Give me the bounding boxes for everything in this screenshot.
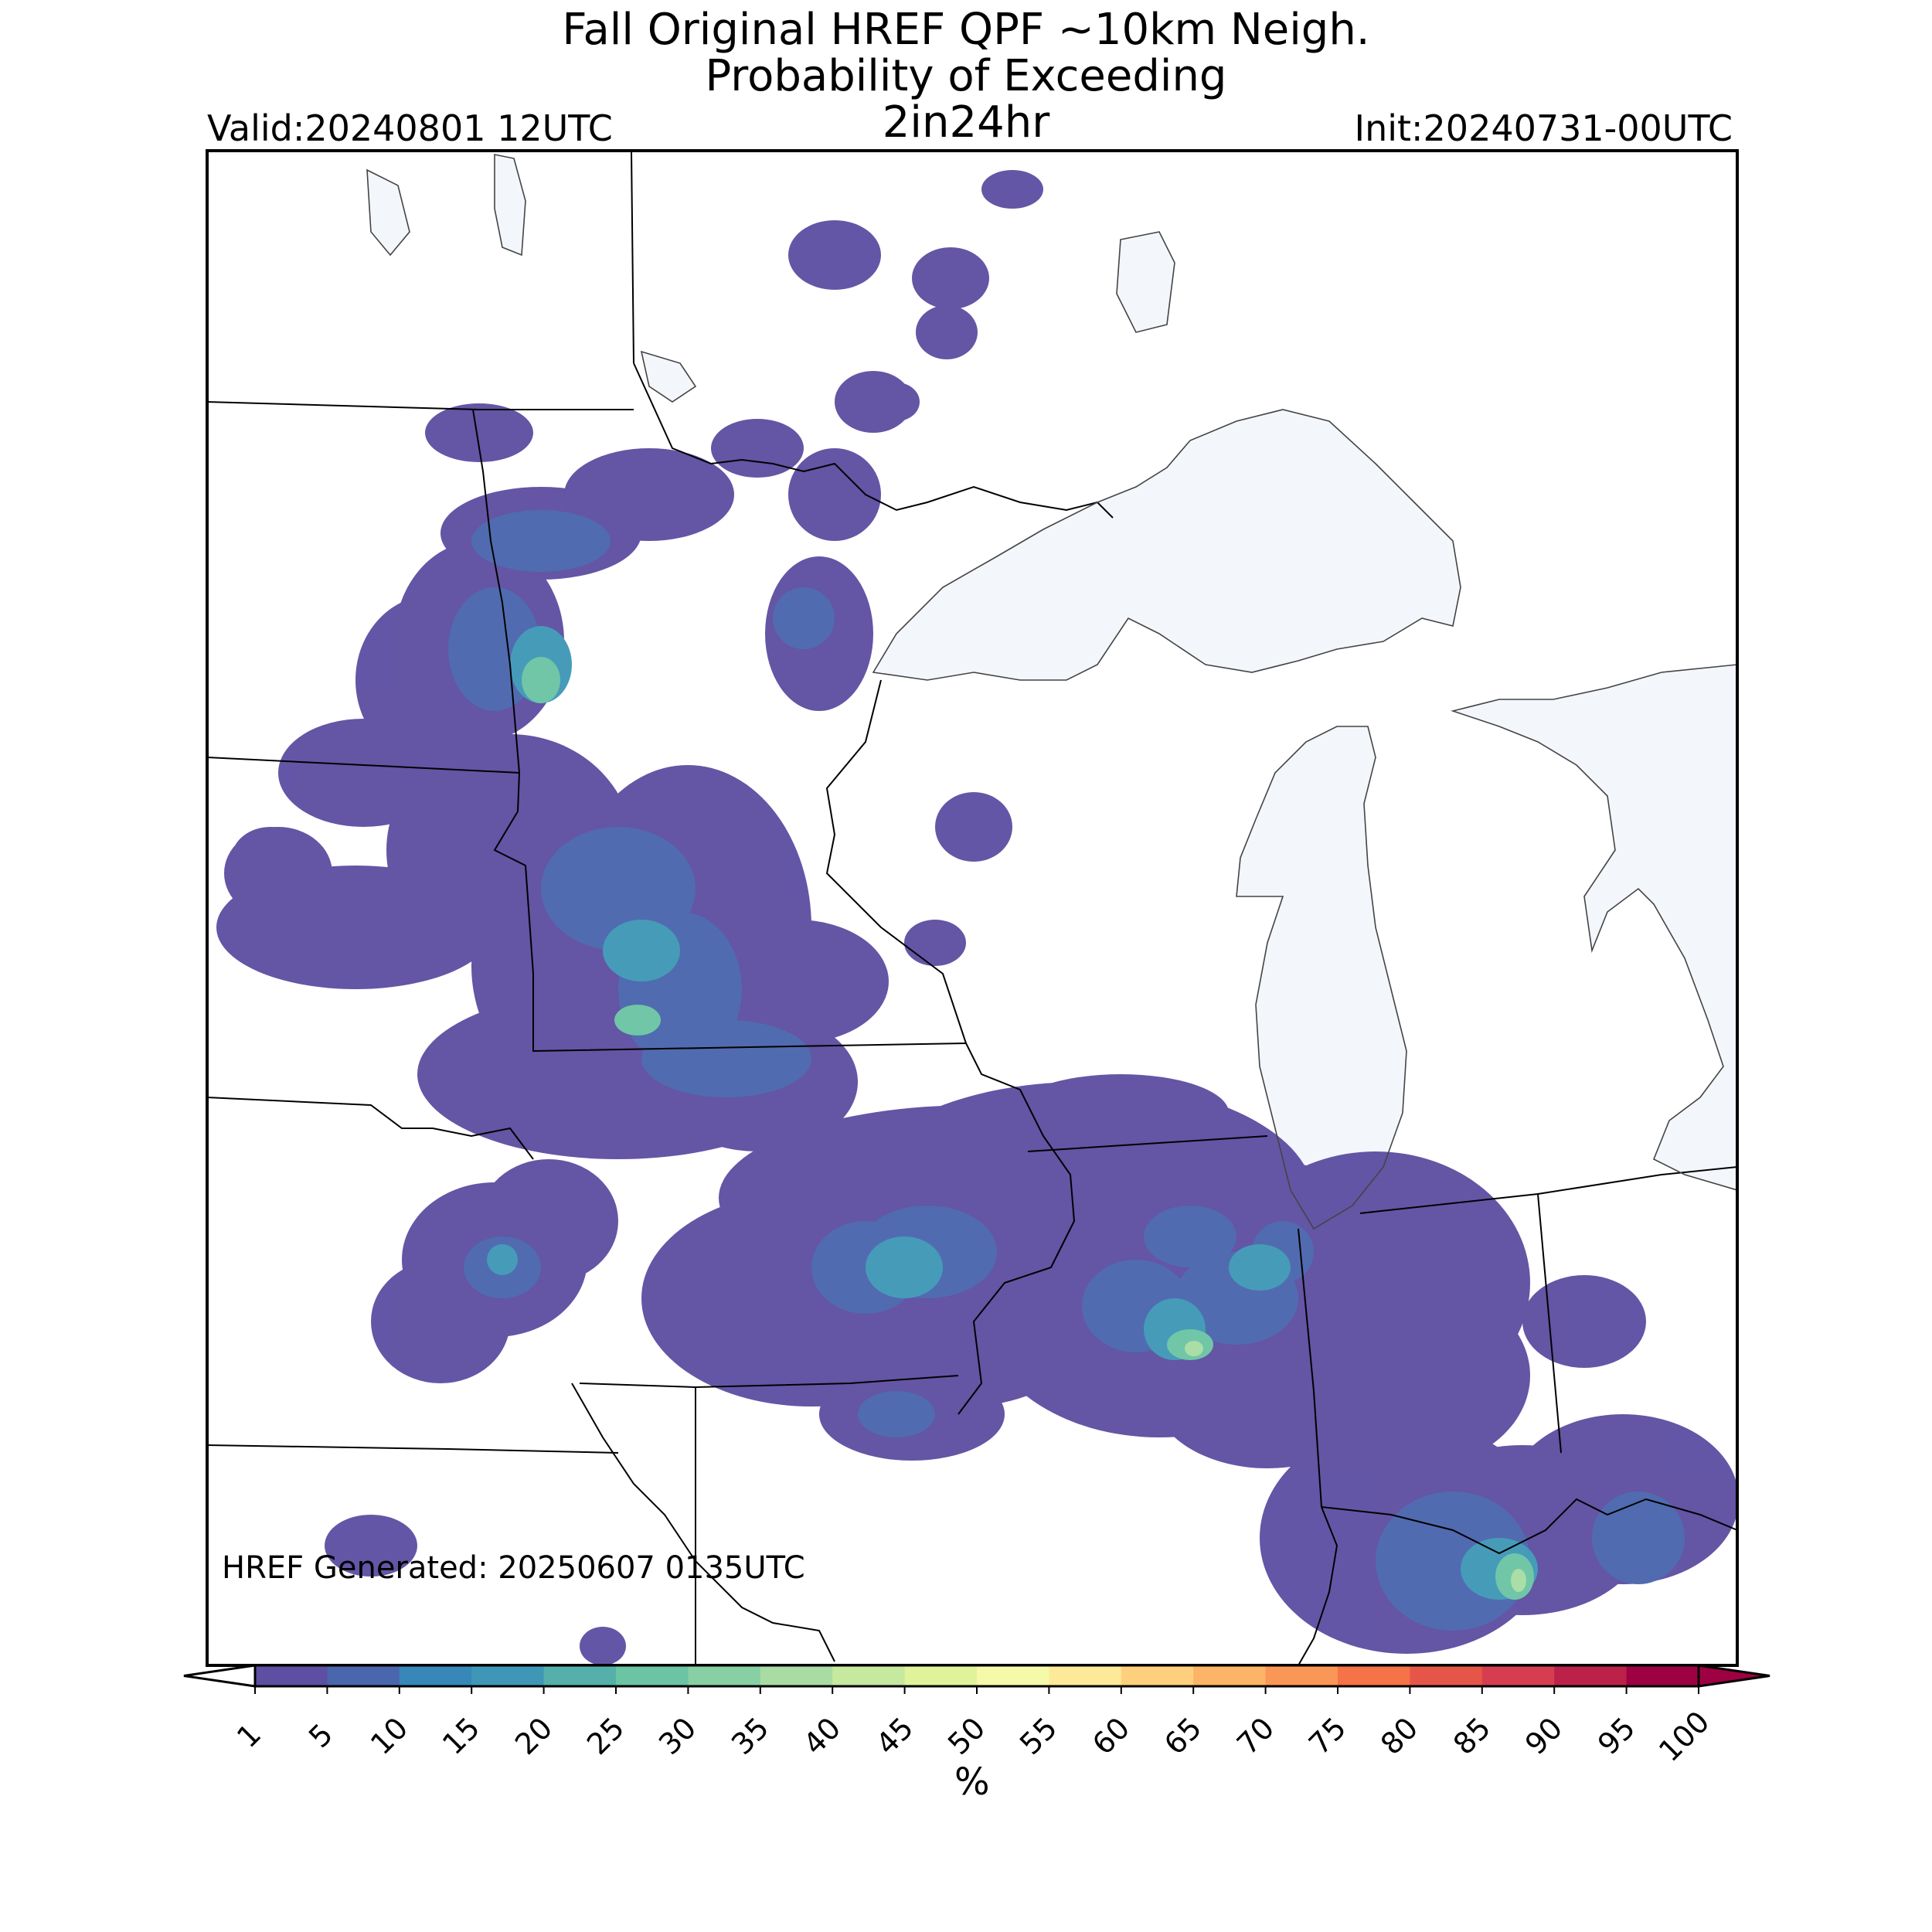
probability-high-area — [603, 920, 680, 981]
state-borders — [207, 151, 1737, 1665]
colorbar-swatch — [760, 1665, 833, 1686]
colorbar-swatch — [688, 1665, 761, 1686]
ks-mo-river — [571, 1383, 835, 1662]
colorbar-swatch — [1193, 1665, 1267, 1686]
probability-high-area — [487, 1244, 518, 1275]
colorbar-swatch — [1049, 1665, 1122, 1686]
probability-low-area — [873, 383, 920, 421]
colorbar — [183, 1664, 1770, 1694]
map-title-line3: 2in24hr — [882, 97, 1050, 148]
lake-outlines — [366, 154, 1737, 1230]
colorbar-swatch — [1410, 1665, 1483, 1686]
colorbar-units: % — [954, 1760, 990, 1804]
colorbar-swatch — [471, 1665, 545, 1686]
colorbar-swatch — [255, 1665, 328, 1686]
lake-huron — [1453, 665, 1737, 1190]
colorbar-swatch — [399, 1665, 472, 1686]
probability-low-area — [916, 305, 978, 359]
mn-wi-river — [825, 679, 1076, 1415]
sd-border — [207, 757, 520, 774]
probability-high-area — [1229, 1244, 1291, 1291]
probability-low-area — [788, 448, 881, 541]
colorbar-swatch — [904, 1665, 978, 1686]
map-title-line2: Probability of Exceeding — [705, 51, 1227, 101]
mt-nd-border — [631, 151, 634, 364]
colorbar-under-arrow — [183, 1664, 257, 1688]
probability-max-area — [1185, 1341, 1203, 1356]
colorbar-swatch — [1121, 1665, 1194, 1686]
ohio-river — [1321, 1498, 1737, 1555]
probability-low-area — [371, 1260, 510, 1383]
mn-wi-border — [633, 362, 1114, 519]
colorbar-swatch — [543, 1665, 617, 1686]
colorbar-swatch — [1338, 1665, 1410, 1686]
lake-of-the-woods — [641, 352, 696, 402]
probability-max-area — [1511, 1569, 1526, 1592]
probability-mid-area — [1592, 1492, 1685, 1584]
probability-peak-area — [522, 657, 560, 703]
probability-mid-area — [773, 587, 835, 649]
mn-border-iowa — [493, 772, 967, 1053]
probability-low-area — [425, 403, 533, 462]
probability-low-area — [788, 220, 881, 290]
lake-winnipeg — [495, 155, 526, 255]
ia-mo-border — [579, 1375, 959, 1389]
valid-time-label: Valid:20240801 12UTC — [207, 107, 613, 149]
probability-field — [216, 170, 1737, 1665]
probability-mid-area — [858, 1391, 935, 1437]
colorbar-swatch — [977, 1665, 1049, 1686]
map-title-line1: Fall Original HREF QPF ~10km Neigh. — [562, 5, 1370, 55]
mi-oh-border — [1537, 1166, 1737, 1195]
probability-low-area — [325, 1515, 417, 1577]
probability-low-area — [981, 170, 1043, 209]
colorbar-swatch — [1481, 1665, 1555, 1686]
canada-us-border-west — [207, 401, 634, 410]
probability-mid-area — [1144, 1206, 1236, 1267]
probability-low-area — [703, 920, 889, 1043]
lakes-layer — [367, 155, 1737, 1229]
probability-low-area — [580, 1627, 626, 1665]
probability-mid-area — [471, 510, 611, 572]
colorbar-swatch — [616, 1665, 689, 1686]
colorbar-over-arrow — [1697, 1664, 1770, 1688]
probability-peak-area — [614, 1005, 661, 1036]
probability-low-area — [232, 827, 309, 889]
probability-low-area — [711, 419, 804, 478]
sd-ne-border — [207, 1097, 534, 1160]
nd-mn-border — [472, 409, 520, 774]
probability-mid-area — [641, 1020, 811, 1097]
probability-low-area — [1522, 1275, 1646, 1368]
colorbar-swatch — [1554, 1665, 1628, 1686]
lake-michigan — [1236, 726, 1406, 1229]
colorbar-swatch — [327, 1665, 400, 1686]
init-time-label: Init:20240731-00UTC — [1354, 107, 1733, 149]
probability-low-area — [564, 448, 734, 541]
colorbar-swatch — [832, 1665, 906, 1686]
probability-low-area — [912, 247, 989, 309]
il-wi-border — [1027, 1135, 1268, 1152]
probability-low-area — [935, 792, 1012, 862]
probability-high-area — [866, 1236, 943, 1298]
colorbar-swatch — [1265, 1665, 1338, 1686]
colorbar-swatch — [1626, 1665, 1699, 1686]
il-in-border — [1298, 1228, 1322, 1508]
ne-ks-border — [207, 1444, 619, 1454]
lake-superior — [873, 410, 1461, 680]
generated-timestamp: HREF Generated: 20250607 0135UTC — [222, 1550, 805, 1586]
probability-low-area — [904, 920, 966, 966]
il-river-south — [1298, 1506, 1338, 1665]
red-lake — [367, 170, 410, 255]
lake-nipigon — [1117, 232, 1175, 332]
